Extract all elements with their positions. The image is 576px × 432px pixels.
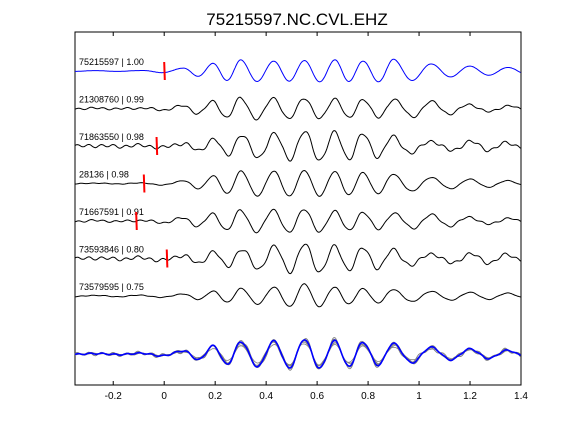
x-tick-label: -0.2: [105, 391, 123, 402]
pick-marker: [135, 211, 138, 231]
trace-line: [74, 96, 521, 121]
trace-label: 73579595 | 0.75: [79, 282, 144, 292]
trace-line: [74, 283, 521, 308]
x-axis: -0.2 0 0.2 0.4 0.6 0.8 1 1.2 1.4: [105, 32, 528, 402]
plot-axes: [74, 31, 522, 386]
trace-label: 71667591 | 0.91: [79, 207, 144, 217]
x-tick-label: 1: [416, 391, 422, 402]
x-tick-label: 0.6: [310, 391, 324, 402]
trace-line: [74, 243, 521, 275]
trace-line: [74, 130, 521, 162]
trace-label: 28136 | 0.98: [79, 170, 129, 180]
trace-label: 73593846 | 0.80: [79, 245, 144, 255]
pick-marker: [163, 61, 166, 81]
trace-line: [75, 58, 521, 83]
trace-label: 75215597 | 1.00: [79, 57, 144, 67]
x-tick-label: 1.4: [514, 391, 528, 402]
x-tick-label: 0.4: [259, 391, 273, 402]
trace-line: [74, 169, 521, 197]
pick-marker: [142, 174, 146, 193]
stack-group: [74, 337, 521, 371]
trace-label: 21308760 | 0.99: [79, 95, 144, 105]
x-tick-label: 0: [161, 391, 167, 402]
chart-title: 75215597.NC.CVL.EHZ: [206, 10, 387, 29]
pick-marker: [155, 136, 159, 156]
trace-label: 71863550 | 0.98: [79, 132, 144, 142]
x-tick-label: 0.2: [208, 391, 222, 402]
x-tick-label: 0.8: [361, 391, 375, 402]
pick-marker: [165, 249, 169, 268]
x-tick-label: 1.2: [463, 391, 477, 402]
trace-group: 75215597 | 1.00 21308760 | 0.99 71863550 |…: [74, 57, 521, 308]
trace-line: [74, 208, 521, 234]
stack-mean-line: [74, 339, 521, 369]
